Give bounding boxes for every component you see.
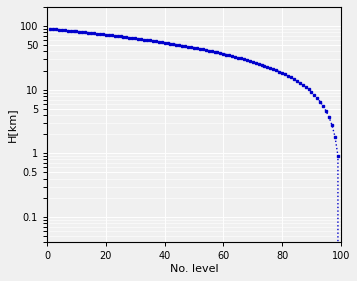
Y-axis label: H[km]: H[km]	[7, 107, 17, 142]
X-axis label: No. level: No. level	[170, 264, 218, 274]
